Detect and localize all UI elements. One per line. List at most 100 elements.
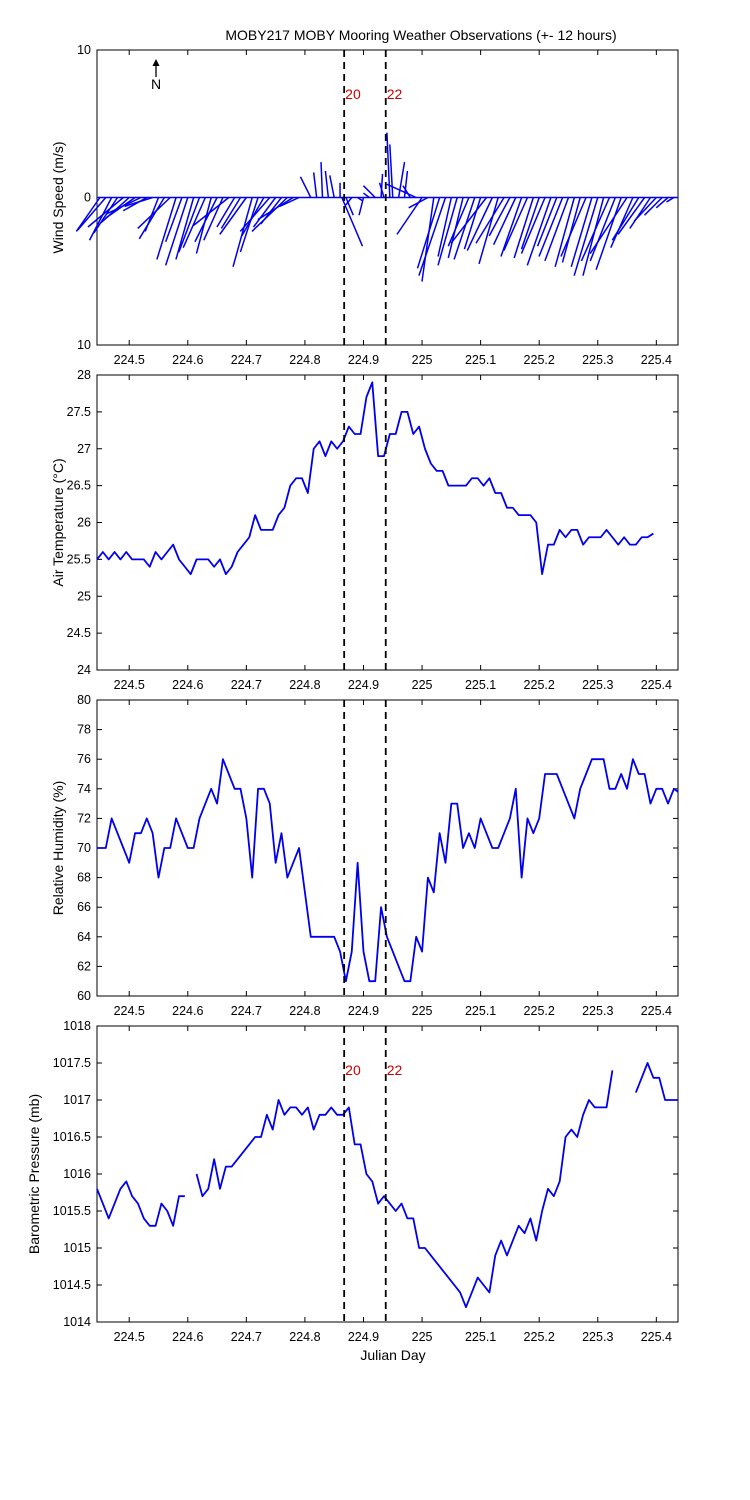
y-tick-label: 1015 [63,1241,91,1255]
y-tick-label: 10 [77,43,91,57]
wind-vector [178,197,201,253]
wind-vector [137,196,171,230]
wind-vector [450,197,488,244]
wind-vector [402,185,411,198]
y-tick-label: 28 [77,368,91,382]
series-line [96,1180,185,1227]
wind-vector [453,197,476,260]
x-tick-label: 225.1 [465,1330,496,1344]
x-tick-label: 225 [412,353,433,367]
y-tick-label: 62 [77,959,91,973]
y-tick-label: 68 [77,871,91,885]
wind-vector [124,196,153,208]
wind-vector [122,196,148,212]
x-tick-label: 224.7 [231,353,262,367]
wind-vector [589,197,628,254]
y-axis-label: Relative Humidity (%) [50,781,66,916]
x-tick-label: 224.9 [348,678,379,692]
y-tick-label: 1017.5 [53,1056,91,1070]
series-line [96,381,654,576]
wind-vector [503,197,529,251]
x-tick-label: 224.7 [231,678,262,692]
panel-3: 60 62 64 66 68 70 72 74 76 78 80 224.5 224.6 224.7 224… [50,693,679,1018]
wind-vector [182,197,207,248]
x-tick-label: 225.3 [582,1004,613,1018]
wind-vector [475,197,505,244]
wind-vector [77,197,107,231]
y-tick-label: 25 [77,589,91,603]
marker-label: 22 [387,86,403,102]
wind-vector [357,196,363,202]
wind-vector [386,132,391,198]
x-tick-label: 225.4 [641,678,672,692]
wind-vector [466,197,494,251]
wind-vector [447,197,470,247]
wind-vector [589,197,617,262]
wind-vector [87,196,124,228]
x-tick-label: 225.3 [582,1330,613,1344]
x-axis-label: Julian Day [360,1347,425,1363]
series-line [195,1070,614,1309]
wind-vector [239,197,259,253]
x-tick-label: 224.5 [114,678,145,692]
wind-vector [561,197,581,263]
wind-vector [239,197,271,232]
y-tick-label: 25.5 [67,552,91,566]
wind-vector [194,197,218,243]
wind-vector [643,196,663,216]
x-tick-label: 225.1 [465,353,496,367]
plot-frame [96,374,679,671]
north-arrowhead-icon [152,59,160,66]
wind-vector [492,197,517,246]
wind-vector [611,197,640,241]
wind-vector [279,196,300,208]
wind-vector [488,197,511,237]
wind-vector [573,197,599,276]
wind-vector [610,197,634,248]
wind-vector [538,197,564,257]
wind-vector [520,197,540,250]
wind-vector [437,197,458,266]
wind-vector [75,197,101,232]
x-tick-label: 224.8 [289,1004,320,1018]
wind-vector [389,144,394,198]
wind-vector [341,197,364,247]
y-tick-label: 26.5 [67,479,91,493]
wind-vector [570,197,593,268]
north-indicator: N [151,59,161,92]
y-tick-label: 27.5 [67,405,91,419]
wind-vector [329,175,335,198]
x-tick-label: 225.3 [582,353,613,367]
marker-label: 20 [345,86,361,102]
x-tick-label: 224.8 [289,678,320,692]
y-tick-label: 64 [77,930,91,944]
wind-vector [655,196,669,209]
x-tick-label: 224.9 [348,353,379,367]
x-tick-label: 225.3 [582,678,613,692]
wind-vector [633,196,657,222]
x-tick-label: 224.8 [289,1330,320,1344]
y-tick-label: 76 [77,752,91,766]
x-tick-label: 225 [412,1330,433,1344]
wind-vector [500,197,523,257]
x-tick-label: 225.4 [641,1330,672,1344]
wind-vector [478,197,499,265]
y-tick-label: 10 [77,338,91,352]
x-tick-label: 224.5 [114,1330,145,1344]
y-tick-label: 66 [77,900,91,914]
y-tick-label: 80 [77,693,91,707]
x-tick-label: 225 [412,678,433,692]
wind-vector [320,162,324,198]
wind-vector [219,197,247,235]
wind-vector [138,197,165,240]
y-tick-label: 1017 [63,1093,91,1107]
north-label: N [151,76,161,92]
y-tick-label: 24.5 [67,626,91,640]
x-tick-label: 225.4 [641,353,672,367]
wind-vector [257,196,294,221]
y-tick-label: 1015.5 [53,1204,91,1218]
x-tick-label: 224.6 [172,1004,203,1018]
panel-1: 10 0 10 224.5 224.6 224.7 224.8 224.9 225 225.1 22… [50,43,679,367]
marker-label: 20 [345,1062,361,1078]
